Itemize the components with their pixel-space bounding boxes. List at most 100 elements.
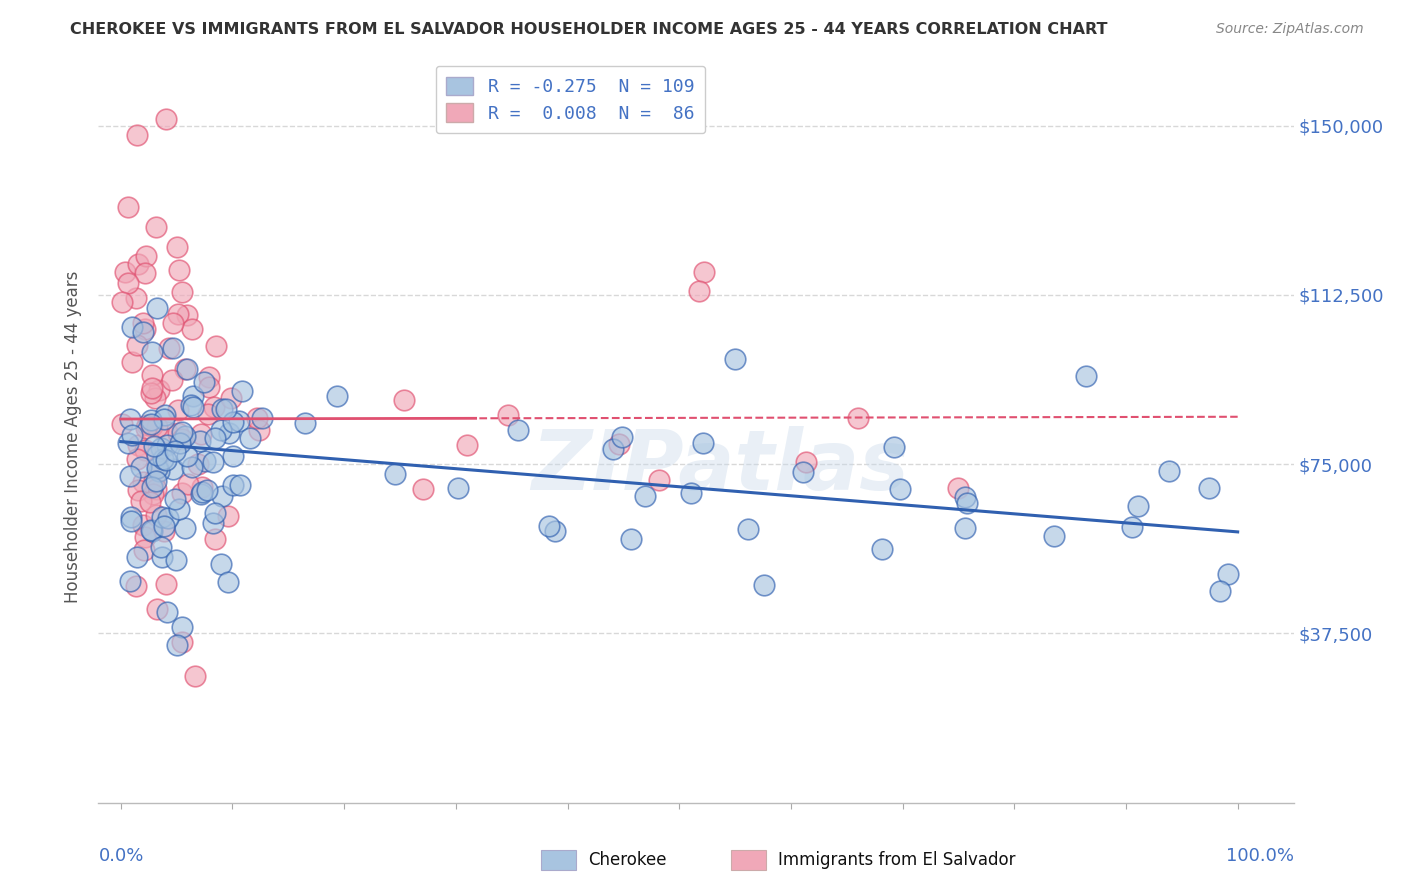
Point (246, 410, 269, 425)
Point (150, 509, 173, 524)
Point (125, 128, 148, 142)
Point (166, 240, 188, 254)
Point (141, 344, 163, 359)
Point (117, 276, 139, 290)
Point (211, 489, 233, 503)
Point (145, 391, 167, 405)
Point (620, 532, 643, 546)
Point (152, 412, 174, 426)
Point (250, 411, 273, 425)
Text: Source: ZipAtlas.com: Source: ZipAtlas.com (1216, 22, 1364, 37)
Point (191, 480, 214, 494)
Point (121, 320, 143, 334)
Point (181, 389, 204, 403)
Point (1157, 464, 1180, 478)
Point (218, 426, 240, 441)
Text: ZIPatlas: ZIPatlas (531, 425, 908, 507)
Point (217, 509, 239, 524)
Text: 0.0%: 0.0% (98, 847, 143, 864)
Point (148, 460, 170, 475)
Text: 100.0%: 100.0% (1226, 847, 1294, 864)
Point (174, 429, 197, 443)
Point (612, 430, 634, 444)
Point (120, 514, 142, 528)
Point (176, 449, 198, 463)
Point (139, 523, 162, 537)
Point (150, 549, 173, 564)
Point (177, 477, 200, 491)
Point (538, 518, 561, 533)
Point (118, 412, 141, 426)
Point (153, 409, 176, 423)
Point (155, 577, 177, 591)
Point (141, 386, 163, 401)
Point (120, 509, 142, 524)
Point (187, 458, 209, 472)
Point (134, 530, 156, 544)
Point (155, 112, 177, 127)
Point (129, 494, 152, 508)
Point (447, 481, 470, 495)
Point (229, 477, 252, 491)
Point (294, 416, 316, 430)
Point (127, 483, 149, 497)
Point (132, 475, 155, 489)
Point (209, 423, 232, 437)
Point (146, 448, 169, 462)
Point (152, 519, 174, 533)
Point (384, 467, 406, 481)
Point (953, 520, 976, 534)
Point (1126, 499, 1149, 513)
Point (190, 486, 212, 500)
Point (326, 389, 349, 403)
Point (170, 485, 193, 500)
Point (170, 425, 193, 440)
Point (136, 417, 159, 432)
Point (737, 522, 759, 536)
Point (127, 438, 149, 452)
Point (125, 579, 148, 593)
Point (1216, 567, 1239, 582)
Point (167, 263, 190, 277)
Point (118, 468, 141, 483)
Point (688, 284, 710, 298)
Point (239, 431, 262, 445)
Point (145, 508, 167, 523)
Point (146, 461, 169, 475)
Point (141, 419, 163, 434)
Point (202, 516, 225, 530)
Point (145, 220, 167, 235)
Point (191, 485, 214, 500)
Point (142, 486, 165, 500)
Point (496, 408, 519, 422)
Point (222, 449, 245, 463)
Point (889, 483, 911, 497)
Point (121, 427, 143, 442)
Point (228, 414, 250, 428)
Point (392, 392, 415, 407)
Point (150, 540, 173, 554)
Point (197, 379, 219, 393)
Point (132, 316, 155, 330)
Point (141, 380, 163, 394)
Point (190, 427, 212, 442)
Point (211, 402, 233, 417)
Point (141, 413, 163, 427)
Point (872, 541, 894, 556)
Point (172, 634, 194, 648)
Point (204, 533, 226, 547)
Point (794, 455, 817, 469)
Point (127, 257, 149, 271)
Point (165, 553, 187, 567)
Legend: R = -0.275  N = 109, R =  0.008  N =  86: R = -0.275 N = 109, R = 0.008 N = 86 (436, 66, 706, 133)
Point (180, 398, 202, 412)
Point (165, 443, 187, 458)
Point (724, 351, 747, 366)
Point (214, 401, 236, 416)
Point (174, 362, 197, 376)
Point (172, 433, 194, 447)
Point (193, 375, 215, 389)
Point (1043, 529, 1066, 543)
Point (145, 482, 167, 496)
Point (412, 482, 434, 496)
